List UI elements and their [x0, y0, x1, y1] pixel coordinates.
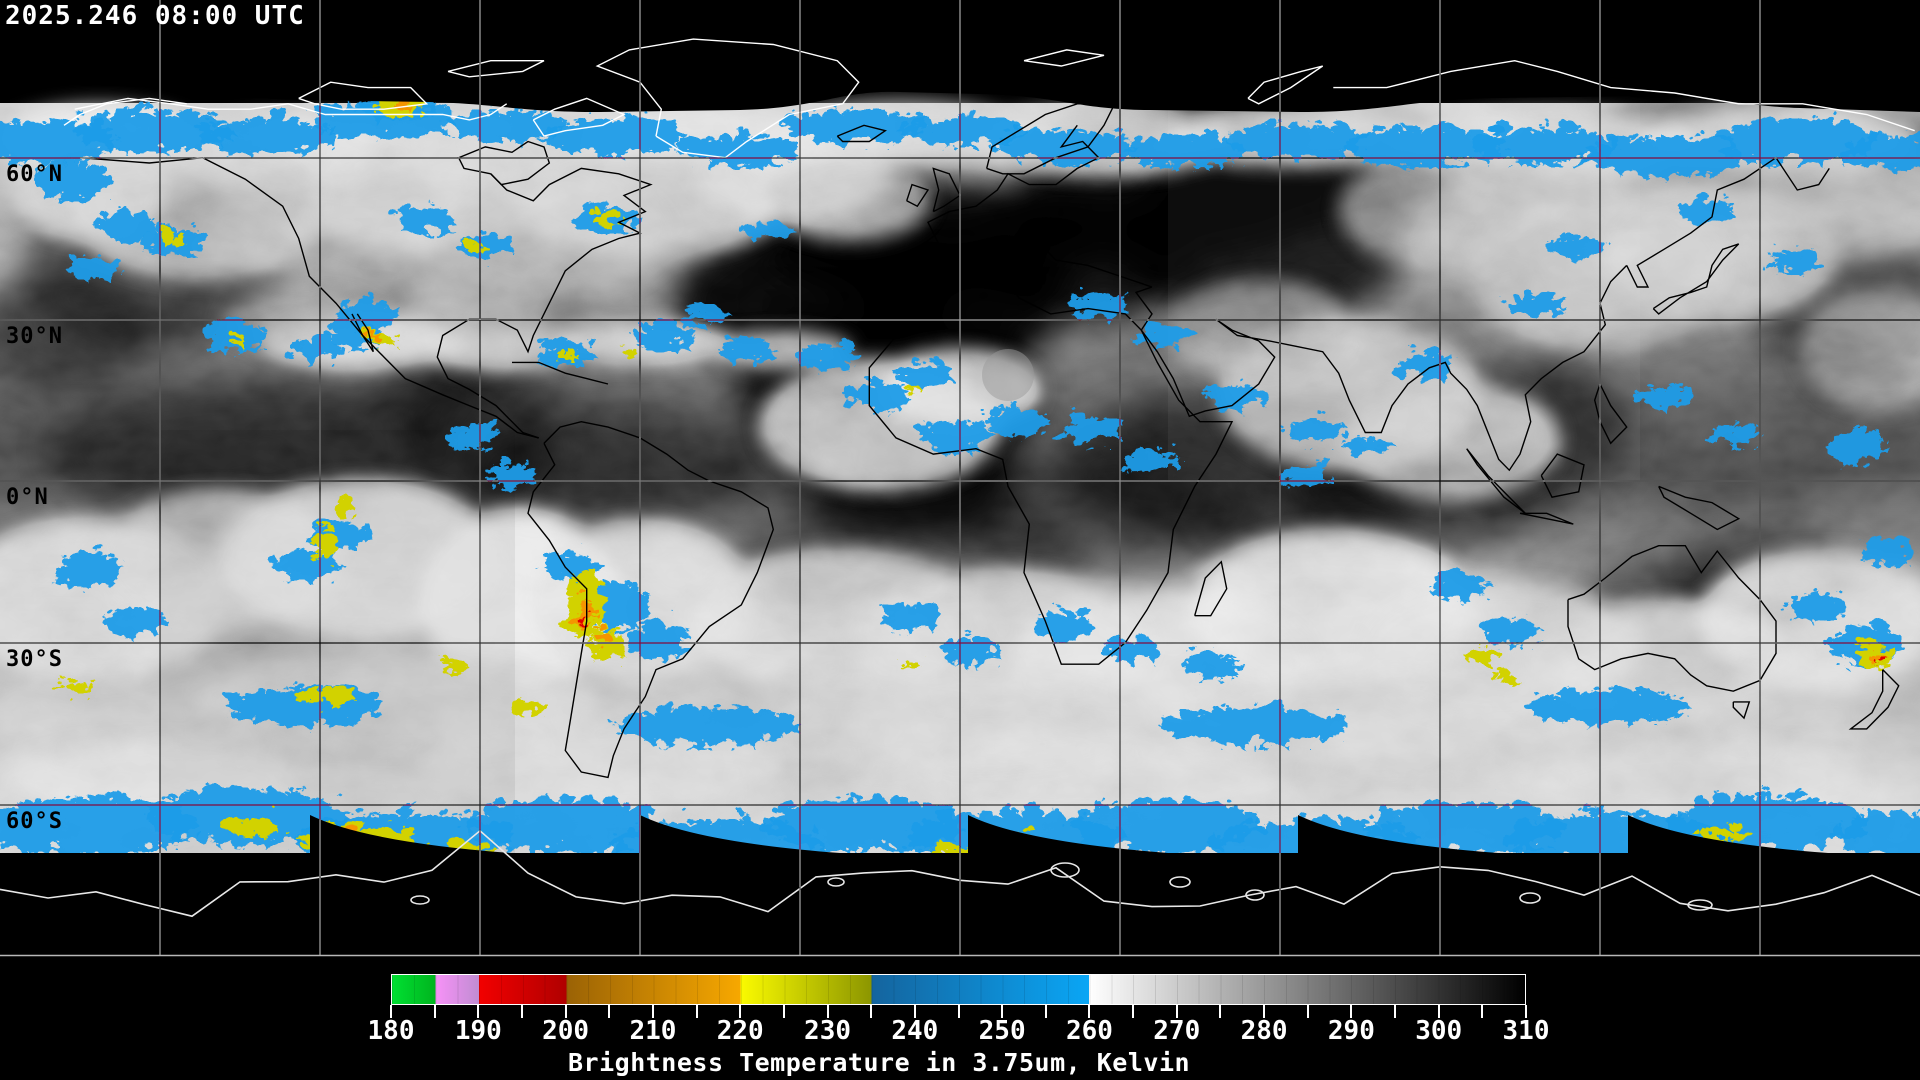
- antarctic-coastline: [0, 829, 1920, 918]
- latitude-label: 60°N: [6, 162, 63, 187]
- colorbar-tick-label: 190: [454, 1016, 502, 1046]
- colorbar-tick: [1394, 1005, 1397, 1018]
- colorbar-tick: [477, 1005, 480, 1018]
- colorbar-caption: Brightness Temperature in 3.75um, Kelvin: [568, 1048, 1191, 1077]
- colorbar-tick: [1306, 1005, 1309, 1018]
- colorbar-tick: [1088, 1005, 1091, 1018]
- colorbar-tick-label: 220: [716, 1016, 764, 1046]
- colorbar-tick: [564, 1005, 567, 1018]
- colorbar-tick-label: 260: [1065, 1016, 1113, 1046]
- colorbar-tick: [826, 1005, 829, 1018]
- colorbar: [391, 974, 1526, 1005]
- colorbar-tick: [1219, 1005, 1222, 1018]
- colorbar-tick: [1132, 1005, 1135, 1018]
- colorbar-tick-label: 240: [891, 1016, 939, 1046]
- colorbar-tick-label: 250: [978, 1016, 1026, 1046]
- colorbar-tick: [1481, 1005, 1484, 1018]
- colorbar-tick: [520, 1005, 523, 1018]
- colorbar-tick-label: 230: [804, 1016, 852, 1046]
- colorbar-tick: [739, 1005, 742, 1018]
- colorbar-tick-label: 180: [367, 1016, 415, 1046]
- colorbar-tick-label: 300: [1415, 1016, 1463, 1046]
- colorbar-tick-label: 210: [629, 1016, 677, 1046]
- colorbar-tick-label: 290: [1327, 1016, 1375, 1046]
- colorbar-tick: [957, 1005, 960, 1018]
- colorbar-tick: [1437, 1005, 1440, 1018]
- colorbar-tick: [433, 1005, 436, 1018]
- colorbar-tick: [651, 1005, 654, 1018]
- latitude-label: 30°N: [6, 324, 63, 349]
- lat-lon-grid: [0, 0, 1920, 955]
- colorbar-tick-label: 270: [1153, 1016, 1201, 1046]
- colorbar-tick: [390, 1005, 392, 1018]
- colorbar-tick: [1525, 1005, 1527, 1018]
- colorbar-tick-label: 280: [1240, 1016, 1288, 1046]
- latitude-label: 0°N: [6, 485, 49, 510]
- colorbar-step-lines: [392, 975, 1525, 1004]
- colorbar-tick: [1350, 1005, 1353, 1018]
- coastlines: [63, 38, 1915, 779]
- latitude-label: 60°S: [6, 809, 63, 834]
- colorbar-tick: [1001, 1005, 1004, 1018]
- colorbar-tick: [1175, 1005, 1178, 1018]
- colorbar-tick: [1263, 1005, 1266, 1018]
- colorbar-tick: [695, 1005, 698, 1018]
- colorbar-tick: [1044, 1005, 1047, 1018]
- colorbar-tick: [870, 1005, 873, 1018]
- colorbar-tick-label: 310: [1502, 1016, 1550, 1046]
- colorbar-tick-label: 200: [542, 1016, 590, 1046]
- timestamp-label: 2025.246 08:00 UTC: [5, 1, 305, 31]
- colorbar-tick: [913, 1005, 916, 1018]
- colorbar-tick: [782, 1005, 785, 1018]
- colorbar-tick: [608, 1005, 611, 1018]
- latitude-label: 30°S: [6, 647, 63, 672]
